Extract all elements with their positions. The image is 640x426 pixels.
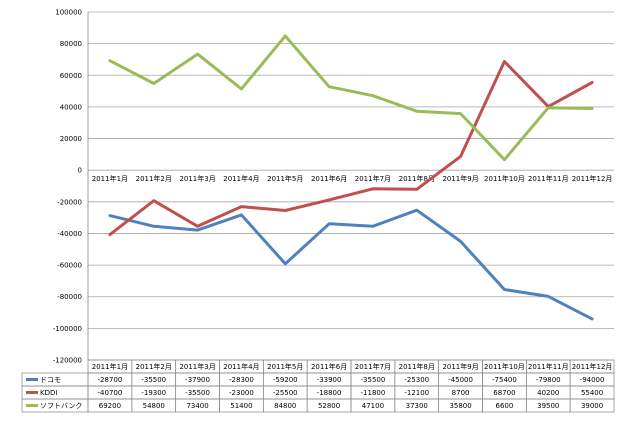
table-header-label: 2011年3月 [179,362,215,371]
data-label: -35500 [185,389,210,397]
data-label: -23000 [229,389,254,397]
data-label: 6600 [496,402,514,410]
data-label: 69200 [99,402,121,410]
data-label: -79800 [536,376,561,384]
x-tick-label: 2011年9月 [442,174,478,183]
y-tick-label: 40000 [60,103,82,111]
data-label: 39500 [537,402,559,410]
x-tick-label: 2011年6月 [311,174,347,183]
data-label: -11800 [361,389,386,397]
x-tick-label: 2011年3月 [179,174,215,183]
data-label: 84800 [274,402,296,410]
table-header-label: 2011年6月 [311,362,347,371]
legend-label: ソフトバンク [40,402,82,410]
y-tick-label: -120000 [53,357,82,365]
x-tick-label: 2011年1月 [92,174,128,183]
data-label: -37900 [185,376,210,384]
data-label: -40700 [98,389,123,397]
x-tick-label: 2011年11月 [528,174,569,183]
y-tick-label: 100000 [55,9,82,17]
data-label: -28700 [98,376,123,384]
data-label: -18800 [317,389,342,397]
legend-label: ドコモ [40,376,61,384]
data-label: -28300 [229,376,254,384]
table-header-label: 2011年9月 [442,362,478,371]
data-label: 51400 [230,402,252,410]
legend-label: KDDI [40,389,57,397]
data-label: -94000 [580,376,605,384]
table-header-label: 2011年5月 [267,362,303,371]
y-tick-label: -20000 [57,198,82,206]
data-label: -25300 [404,376,429,384]
data-label: 37300 [406,402,428,410]
series-line [108,60,594,237]
series-line [108,208,594,321]
data-label: 8700 [452,389,470,397]
data-label: 47100 [362,402,384,410]
x-tick-label: 2011年7月 [355,174,391,183]
table-header-label: 2011年7月 [355,362,391,371]
data-label: -75400 [492,376,517,384]
table-header-label: 2011年1月 [92,362,128,371]
y-tick-label: 80000 [60,40,82,48]
data-label: 40200 [537,389,559,397]
table-header-label: 2011年11月 [528,362,569,371]
data-label: 54800 [143,402,165,410]
table-header-label: 2011年2月 [136,362,172,371]
table-header-label: 2011年12月 [572,362,613,371]
y-tick-label: 20000 [60,135,82,143]
y-tick-label: -80000 [57,293,82,301]
data-label: -33900 [317,376,342,384]
data-label: 68700 [493,389,515,397]
data-label: -35500 [141,376,166,384]
table-header-label: 2011年10月 [484,362,525,371]
y-tick-label: -60000 [57,262,82,270]
data-label: 52800 [318,402,340,410]
series-line [108,34,594,162]
data-label: 73400 [186,402,208,410]
data-label: -59200 [273,376,298,384]
data-label: -12100 [404,389,429,397]
y-tick-label: 0 [78,167,82,175]
data-label: -19300 [141,389,166,397]
y-tick-label: 60000 [60,72,82,80]
x-tick-label: 2011年2月 [136,174,172,183]
table-header-label: 2011年4月 [223,362,259,371]
x-tick-label: 2011年12月 [572,174,613,183]
table-header-label: 2011年8月 [399,362,435,371]
data-label: -35500 [361,376,386,384]
data-label: -45000 [448,376,473,384]
data-label: -25500 [273,389,298,397]
data-label: 55400 [581,389,603,397]
y-tick-label: -100000 [53,325,82,333]
data-label: 39000 [581,402,603,410]
x-tick-label: 2011年4月 [223,174,259,183]
data-label: 35800 [449,402,471,410]
x-tick-label: 2011年8月 [399,174,435,183]
table-cell [569,398,615,413]
y-tick-label: -40000 [57,230,82,238]
x-tick-label: 2011年10月 [484,174,525,183]
x-tick-label: 2011年5月 [267,174,303,183]
